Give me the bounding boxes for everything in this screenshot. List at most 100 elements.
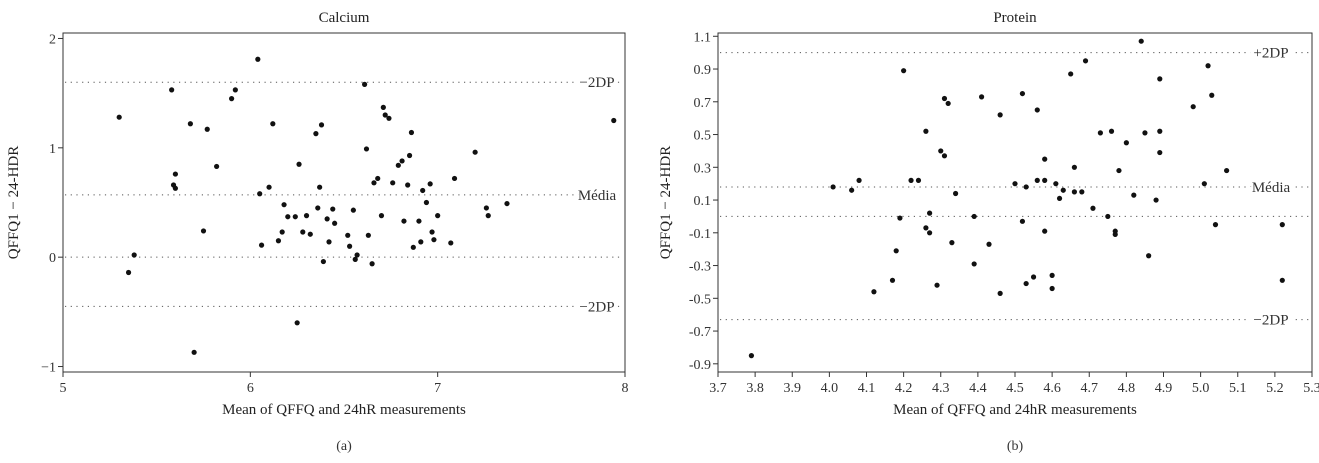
data-point xyxy=(386,115,392,121)
x-tick-label: 5.0 xyxy=(1192,381,1210,396)
data-point xyxy=(347,243,353,249)
data-point xyxy=(1049,272,1055,278)
data-point xyxy=(266,184,272,190)
reference-line-label: −2DP xyxy=(579,299,614,315)
data-point xyxy=(371,180,377,186)
data-point xyxy=(307,231,313,237)
data-point xyxy=(399,158,405,164)
data-point xyxy=(1157,76,1163,82)
data-point xyxy=(320,258,326,265)
data-point xyxy=(1082,58,1089,64)
data-point xyxy=(317,184,323,190)
data-point xyxy=(423,199,430,206)
calcium-panel: −2DP Média −2DP 5 6 7 8 −1 0 1 2 Calcium Mean of QFF… xyxy=(6,10,629,454)
x-tick-label: 6 xyxy=(247,381,254,396)
data-point xyxy=(275,238,282,244)
data-point xyxy=(427,181,433,187)
x-tick-label: 5.3 xyxy=(1303,381,1319,396)
x-tick-label: 3.7 xyxy=(709,381,727,396)
data-point xyxy=(200,228,207,234)
data-point xyxy=(949,240,955,246)
data-point xyxy=(315,205,321,211)
data-point xyxy=(483,205,489,211)
data-point xyxy=(472,149,478,155)
y-tick-label: 0.1 xyxy=(694,194,712,209)
chart-title: Calcium xyxy=(319,10,370,26)
x-tick-label: 5.1 xyxy=(1229,381,1247,396)
data-point xyxy=(296,161,302,167)
data-point xyxy=(214,163,220,170)
data-point xyxy=(448,240,454,246)
data-point xyxy=(1138,38,1144,44)
data-point xyxy=(406,152,413,159)
data-point xyxy=(229,96,235,102)
data-point xyxy=(986,241,992,247)
data-point xyxy=(1142,130,1148,136)
data-point xyxy=(285,214,291,220)
data-point xyxy=(330,206,336,212)
data-point xyxy=(1034,107,1040,113)
data-point xyxy=(934,282,940,288)
data-point xyxy=(1071,164,1077,170)
data-point xyxy=(365,232,371,238)
data-point xyxy=(889,277,896,283)
data-point xyxy=(1056,195,1063,202)
data-point xyxy=(420,187,426,194)
data-point xyxy=(1071,189,1077,195)
x-tick-label: 4.3 xyxy=(932,381,950,396)
x-tick-label: 8 xyxy=(622,381,629,396)
data-point xyxy=(927,210,933,216)
data-point xyxy=(971,213,977,220)
data-point xyxy=(204,126,210,132)
data-point xyxy=(1049,285,1055,292)
data-point xyxy=(1279,222,1285,228)
x-tick-label: 3.8 xyxy=(746,381,764,396)
data-point xyxy=(1212,222,1219,228)
data-point xyxy=(435,213,441,219)
data-point xyxy=(380,104,386,110)
panel-label: (a) xyxy=(336,439,352,454)
data-point xyxy=(362,81,368,87)
data-point xyxy=(856,177,862,183)
x-tick-label: 4.5 xyxy=(1006,381,1024,396)
data-point xyxy=(1068,71,1074,77)
x-tick-label: 4.2 xyxy=(895,381,913,396)
data-point xyxy=(451,175,458,182)
y-tick-label: -0.5 xyxy=(689,292,711,307)
data-point xyxy=(369,261,375,267)
data-point xyxy=(941,95,948,102)
y-tick-label: 0.7 xyxy=(694,96,712,111)
data-point xyxy=(1023,280,1029,287)
data-point xyxy=(1201,181,1207,187)
y-tick-label: 0 xyxy=(49,251,56,266)
data-point xyxy=(915,177,922,183)
protein-panel: +2DP Média −2DP 3.7 3.8 3.9 4.0 4.1 4.2 4.3 4.4 4.5… xyxy=(658,10,1319,454)
x-tick-label: 4.0 xyxy=(821,381,839,396)
data-point xyxy=(611,117,617,124)
data-point xyxy=(363,146,370,152)
data-point xyxy=(1042,156,1048,162)
data-point xyxy=(1153,197,1159,203)
data-point xyxy=(257,191,263,197)
x-tick-label: 4.8 xyxy=(1118,381,1136,396)
x-tick-label: 5.2 xyxy=(1266,381,1284,396)
data-point xyxy=(997,112,1003,118)
data-point xyxy=(1030,274,1037,280)
data-point xyxy=(1019,90,1026,97)
data-point xyxy=(232,87,238,93)
data-point xyxy=(418,239,424,245)
data-point xyxy=(1131,192,1137,198)
data-point xyxy=(324,216,330,222)
data-point xyxy=(938,148,944,154)
y-tick-label: 1 xyxy=(49,142,56,157)
y-tick-label: 0.5 xyxy=(694,129,712,144)
reference-line-label: +2DP xyxy=(1253,46,1288,62)
data-point xyxy=(1279,277,1285,283)
x-tick-label: 4.9 xyxy=(1155,381,1173,396)
data-point xyxy=(849,187,855,193)
data-point xyxy=(401,218,407,224)
data-point xyxy=(270,121,276,127)
data-point xyxy=(303,213,310,219)
data-point xyxy=(971,261,977,267)
